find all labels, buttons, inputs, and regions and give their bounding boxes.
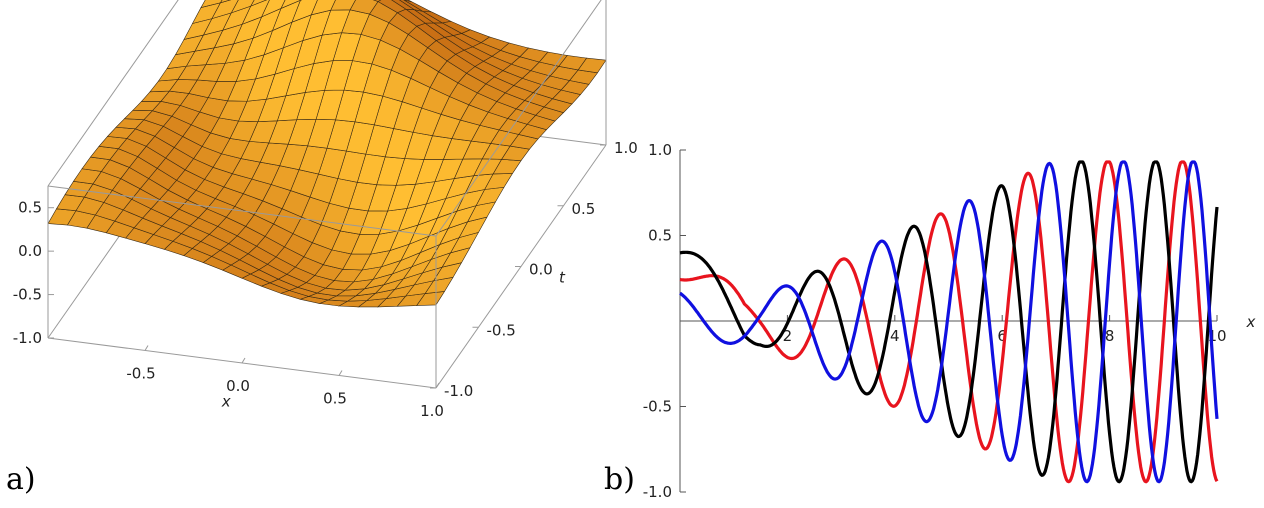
x-tick-label: 8: [1105, 327, 1115, 345]
y-tick-label: 1.0: [648, 141, 672, 159]
x-tick-mark: [144, 345, 149, 351]
t-axis-label: t: [559, 269, 566, 287]
t-tick-label: 1.0: [614, 139, 638, 157]
series-line-0: [679, 160, 1219, 484]
y-tick-label: 0.5: [648, 227, 672, 245]
y-tick-label: -0.5: [643, 398, 672, 416]
x-tick-label: 2: [783, 327, 793, 345]
x-tick-label: 1.0: [420, 402, 444, 420]
box-edge: [47, 0, 179, 187]
z-tick-label: -1.0: [13, 329, 42, 347]
surface-patch: [403, 0, 413, 3]
t-tick-label: -1.0: [444, 382, 473, 400]
t-tick-label: 0.0: [529, 261, 553, 279]
surface-patch: [200, 0, 223, 9]
series-line-1: [679, 160, 1219, 484]
x-axis-label: x: [1246, 313, 1256, 331]
line-plot-panel: 2 4 6 8 10x-1.0-0.50.51.0: [643, 141, 1256, 501]
x-tick-label: 4: [890, 327, 900, 345]
y-tick-label: -1.0: [643, 483, 672, 501]
x-tick-label: 0.5: [323, 390, 347, 408]
z-tick-label: 0.5: [18, 199, 42, 217]
x-tick-label: 6: [997, 327, 1007, 345]
panel-label-b: b): [604, 462, 635, 497]
series-line-2: [679, 160, 1219, 484]
surface-plot-panel: -1.0 -0.5 0.0 0.5 -0.5 0.0 0.5 1.0 x -1.0 -0.5 0.0 0…: [13, 0, 638, 420]
x-tick-mark: [435, 382, 440, 389]
surface-patch: [373, 0, 382, 2]
z-tick-label: -0.5: [13, 286, 42, 304]
z-tick-label: 0.0: [18, 242, 42, 260]
surface-patch: [280, 0, 301, 10]
x-tick-label: -0.5: [126, 365, 155, 383]
surface-patch: [330, 0, 356, 11]
x-tick-mark: [338, 370, 343, 376]
panel-label-a: a): [6, 462, 36, 497]
x-tick-mark: [241, 357, 246, 364]
x-axis-label: x: [221, 392, 231, 410]
x-tick-label: 0.0: [226, 377, 250, 395]
t-tick-label: 0.5: [572, 200, 596, 218]
t-tick-label: -0.5: [487, 321, 516, 339]
surface-patch: [250, 0, 268, 7]
box-edge: [435, 0, 602, 237]
box-edge: [47, 185, 437, 237]
surface-patch: [219, 0, 232, 4]
